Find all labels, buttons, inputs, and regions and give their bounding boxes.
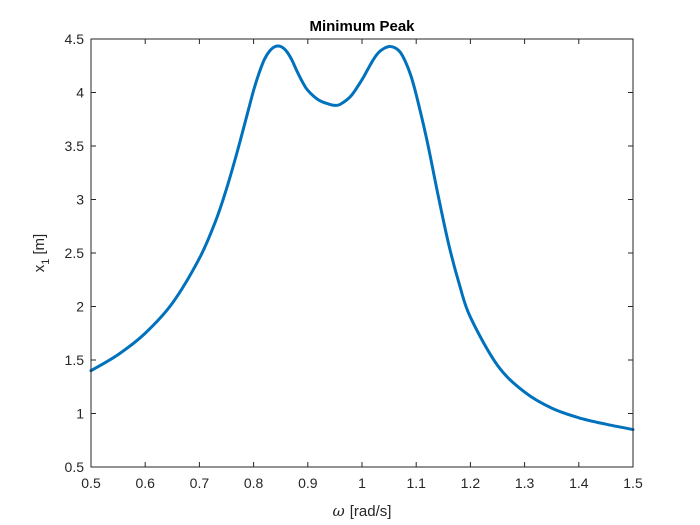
y-tick-label: 4.5 — [65, 31, 85, 47]
chart-title: Minimum Peak — [309, 18, 415, 35]
x-tick-label: 1.4 — [569, 475, 589, 491]
x-axis-symbol: ω — [333, 502, 345, 520]
y-tick-label: 1 — [76, 406, 84, 422]
plot-area — [91, 39, 633, 467]
y-axis-subscript: 1 — [40, 259, 52, 265]
x-axis-unit: [rad/s] — [350, 503, 392, 520]
y-axis-unit: [m] — [31, 234, 48, 255]
y-tick-label: 1.5 — [65, 352, 85, 368]
tick-labels: 0.5 0.6 0.7 0.8 0.9 1 1.1 1.2 1.3 1.4 1.5 0.5 1 1.5 2 2… — [65, 31, 643, 491]
series-line — [89, 44, 635, 432]
x-tick-label: 0.8 — [244, 475, 264, 491]
x-tick-label: 1.1 — [406, 475, 426, 491]
x-tick-label: 0.5 — [81, 475, 101, 491]
y-tick-label: 0.5 — [65, 459, 85, 475]
x-tick-label: 0.6 — [135, 475, 155, 491]
x-tick-label: 0.9 — [298, 475, 318, 491]
y-tick-label: 3.5 — [65, 138, 85, 154]
x-tick-label: 1 — [358, 475, 366, 491]
y-tick-label: 2 — [76, 299, 84, 315]
x-tick-label: 1.3 — [515, 475, 535, 491]
x-tick-label: 0.7 — [190, 475, 210, 491]
x-tick-label: 1.2 — [461, 475, 481, 491]
y-tick-label: 3 — [76, 192, 84, 208]
plot-box — [90, 38, 634, 468]
x-axis-label: ω [rad/s] — [333, 502, 392, 520]
y-tick-label: 4 — [76, 85, 84, 101]
y-axis-base: x — [31, 264, 48, 272]
y-tick-label: 2.5 — [65, 245, 85, 261]
x-tick-label: 1.5 — [623, 475, 643, 491]
y-axis-label: x1 [m] — [31, 234, 52, 272]
